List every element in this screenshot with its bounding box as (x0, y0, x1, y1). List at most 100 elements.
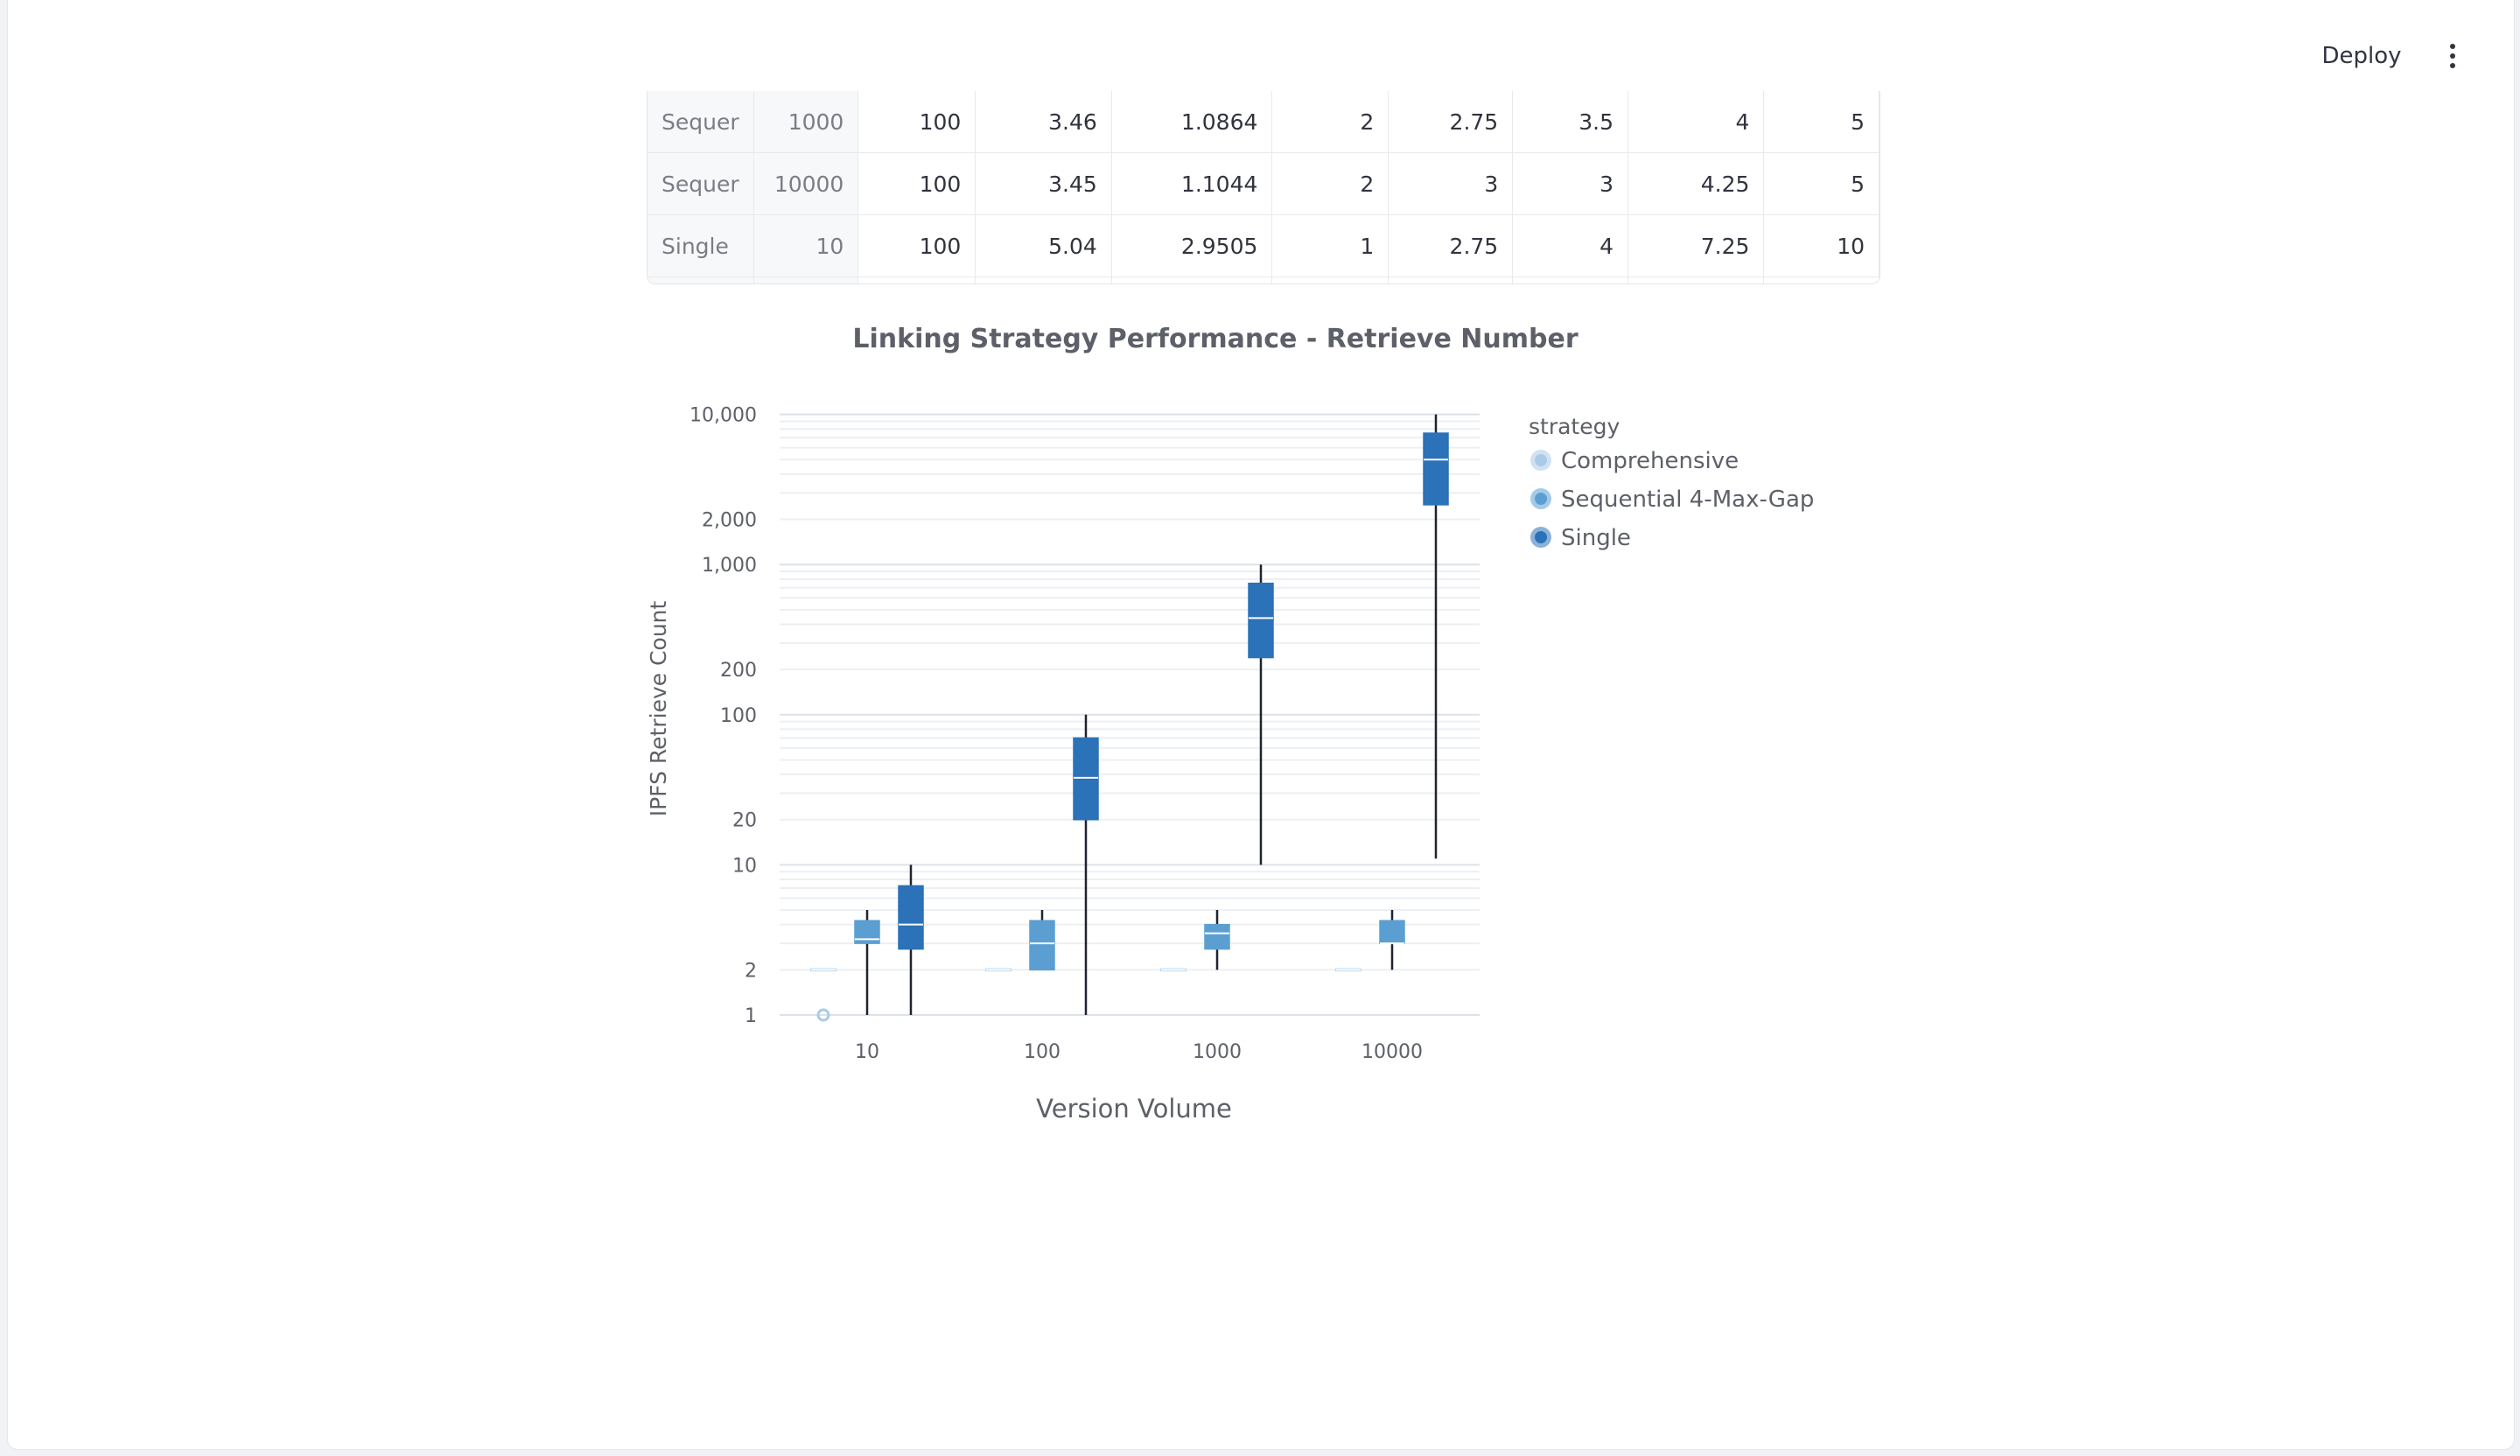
box-1-2 (1204, 910, 1230, 970)
table-cell-q3: 4 (1628, 91, 1765, 153)
table-row[interactable]: Sequer 1000 100 3.46 1.0864 2 2.75 3.5 4 5 (648, 91, 1880, 153)
stats-dataframe[interactable]: Sequer 1000 100 3.46 1.0864 2 2.75 3.5 4 5 Sequer 1… (647, 91, 1880, 284)
box-0-0 (810, 968, 836, 1022)
table-cell-version-volume: 10 (753, 214, 859, 277)
table-cell-strategy: Single (648, 214, 754, 277)
table-cell-empty (1388, 276, 1514, 284)
table-cell-q3: 4.25 (1628, 152, 1765, 215)
box-plot-chart: Linking Strategy Performance - Retrieve … (646, 324, 1814, 1124)
box-1-1 (1029, 910, 1055, 971)
table-cell-max: 5 (1763, 152, 1880, 215)
y-axis-label: IPFS Retrieve Count (646, 601, 671, 817)
y-tick-label: 2,000 (702, 510, 757, 532)
x-tick-label: 10 (855, 1041, 879, 1063)
table-cell-empty (858, 276, 976, 284)
box-outlier (816, 1008, 830, 1022)
table-cell-q1: 3 (1388, 152, 1514, 215)
deploy-button[interactable]: Deploy (2321, 43, 2402, 69)
table-cell-std: 2.9505 (1111, 214, 1273, 277)
table-cell-max: 10 (1763, 214, 1880, 277)
table-cell-std: 1.1044 (1111, 152, 1273, 215)
box-2-2 (1248, 564, 1274, 865)
y-tick-label: 2 (745, 960, 757, 982)
table-cell-median: 3.5 (1512, 91, 1628, 153)
app-main-area: Deploy Sequer 1000 100 3.46 1.0864 2 2.75 3.5 4 5… (7, 0, 2515, 1450)
box-body (1029, 920, 1055, 971)
box-0-3 (1335, 968, 1362, 972)
table-cell-version-volume: 10000 (753, 152, 859, 215)
y-tick-label: 10 (732, 855, 757, 877)
legend-item-2[interactable] (1530, 527, 1551, 548)
box-2-1 (1073, 714, 1099, 1015)
legend-label: Single (1561, 525, 1631, 551)
table-cell-mean: 5.04 (975, 214, 1112, 277)
table-cell-min: 2 (1271, 152, 1390, 215)
x-tick-label: 1000 (1193, 1041, 1242, 1063)
table-cell-max: 5 (1763, 91, 1880, 153)
box-2-3 (1423, 414, 1449, 859)
table-row[interactable]: Single 10 100 5.04 2.9505 1 2.75 4 7.25 10 (648, 214, 1880, 277)
box-2-0 (898, 864, 924, 1015)
box-body (1248, 582, 1274, 659)
legend-marker-dot (1535, 493, 1547, 505)
box-1-0 (854, 910, 880, 1015)
chart-title: Linking Strategy Performance - Retrieve … (852, 324, 1578, 354)
legend-item-0[interactable] (1530, 450, 1551, 471)
box-body (898, 885, 924, 950)
box-0-1 (985, 968, 1012, 972)
table-cell-median: 4 (1512, 214, 1628, 277)
table-cell-q3: 7.25 (1628, 214, 1765, 277)
y-tick-label: 100 (720, 705, 757, 727)
box-body (1379, 920, 1405, 944)
box-1-3 (1379, 910, 1405, 970)
table-cell-empty (1111, 276, 1273, 284)
table-row-partial[interactable] (648, 276, 1880, 284)
gridlines (780, 413, 1480, 1016)
table-cell-empty (1628, 276, 1765, 284)
x-tick-label: 100 (1024, 1041, 1060, 1063)
table-cell-mean: 3.45 (975, 152, 1112, 215)
legend-title: strategy (1529, 414, 1620, 439)
table-cell-empty (975, 276, 1112, 284)
legend-label: Comprehensive (1561, 448, 1739, 474)
y-tick-label: 200 (720, 660, 757, 682)
box-body (1073, 737, 1099, 821)
table-row[interactable]: Sequer 10000 100 3.45 1.1044 2 3 3 4.25 5 (648, 152, 1880, 215)
series-1 (854, 910, 1405, 1015)
y-tick-label: 1 (745, 1005, 757, 1027)
series-2 (898, 414, 1449, 1015)
y-tick-label: 10,000 (690, 405, 757, 427)
table-cell-empty (1271, 276, 1390, 284)
kebab-menu-icon[interactable] (2433, 37, 2472, 75)
legend-marker-dot (1535, 454, 1547, 466)
x-tick-label: 10000 (1362, 1041, 1423, 1063)
x-axis-label: Version Volume (1036, 1094, 1232, 1124)
box-0-2 (1160, 968, 1186, 972)
table-cell-std: 1.0864 (1111, 91, 1273, 153)
y-tick-label: 20 (732, 810, 757, 832)
y-tick-label: 1,000 (702, 555, 757, 577)
legend-label: Sequential 4-Max-Gap (1561, 486, 1814, 513)
box-body (1204, 923, 1230, 950)
table-cell-strategy: Sequer (648, 152, 754, 215)
legend-marker-dot (1535, 531, 1547, 543)
table-cell-min: 2 (1271, 91, 1390, 153)
table-cell-empty (753, 276, 859, 284)
table-cell-strategy: Sequer (648, 91, 754, 153)
table-cell-count: 100 (858, 214, 976, 277)
legend-item-1[interactable] (1530, 488, 1551, 509)
box-body (1423, 432, 1449, 506)
table-cell-empty (1512, 276, 1628, 284)
table-cell-count: 100 (858, 91, 976, 153)
series-0 (810, 968, 1362, 1022)
chart-legend (1530, 450, 1551, 548)
table-cell-q1: 2.75 (1388, 214, 1514, 277)
table-cell-empty (648, 276, 754, 284)
table-cell-min: 1 (1271, 214, 1390, 277)
table-cell-count: 100 (858, 152, 976, 215)
table-cell-version-volume: 1000 (753, 91, 859, 153)
table-cell-median: 3 (1512, 152, 1628, 215)
table-cell-mean: 3.46 (975, 91, 1112, 153)
table-cell-q1: 2.75 (1388, 91, 1514, 153)
stats-table: Sequer 1000 100 3.46 1.0864 2 2.75 3.5 4 5 Sequer 1… (648, 91, 1880, 284)
